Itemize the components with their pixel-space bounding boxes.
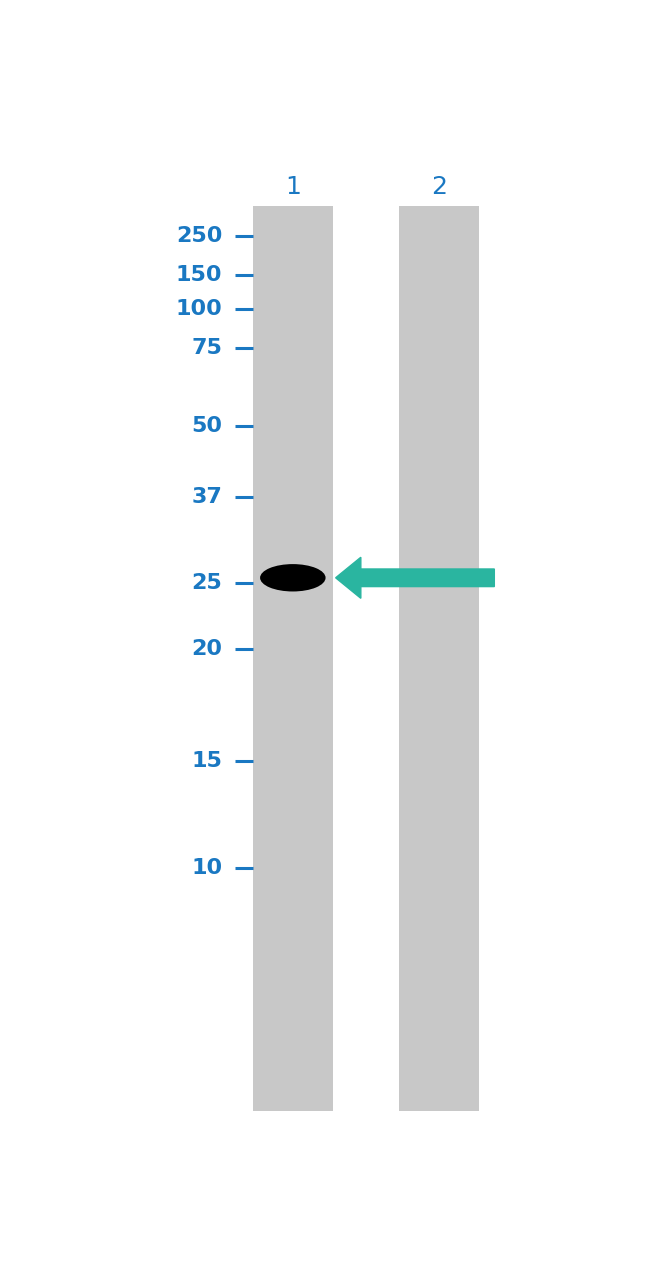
Text: 250: 250 [176, 226, 222, 245]
Text: 10: 10 [191, 859, 222, 879]
Ellipse shape [260, 564, 326, 592]
Text: 37: 37 [192, 486, 222, 507]
Text: 100: 100 [176, 298, 222, 319]
Text: 2: 2 [431, 175, 447, 198]
Text: 150: 150 [176, 264, 222, 284]
Text: 20: 20 [191, 639, 222, 659]
Text: 50: 50 [191, 417, 222, 436]
Text: 15: 15 [192, 751, 222, 771]
Bar [252, 206, 333, 1111]
Text: 1: 1 [285, 175, 301, 198]
Bar [398, 206, 479, 1111]
FancyArrow shape [335, 558, 494, 598]
Text: 25: 25 [192, 573, 222, 593]
Text: 75: 75 [192, 338, 222, 358]
